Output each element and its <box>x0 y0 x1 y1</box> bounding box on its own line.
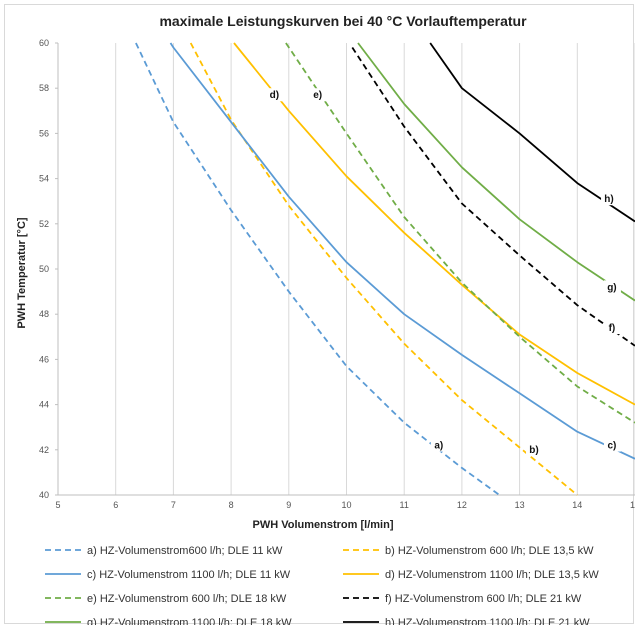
line-chart: maximale Leistungskurven bei 40 °C Vorla… <box>16 13 635 625</box>
legend-label-f: f) HZ-Volumenstrom 600 l/h; DLE 21 kW <box>385 593 582 605</box>
chart-frame: maximale Leistungskurven bei 40 °C Vorla… <box>4 4 635 625</box>
curve-labels: a) b) c) d) e) f) g) h) <box>266 88 621 457</box>
y-tick-label: 52 <box>39 219 49 229</box>
y-tick-label: 40 <box>39 490 49 500</box>
series-lines <box>135 42 635 496</box>
y-tick-label: 42 <box>39 445 49 455</box>
series-line-h <box>429 42 635 223</box>
x-tick-label: 14 <box>572 500 582 510</box>
curve-label-e: e) <box>313 90 322 101</box>
axes: 567891011121314154042444648505254565860 <box>39 38 635 510</box>
y-axis-title: PWH Temperatur [°C] <box>16 217 28 328</box>
series-line-c <box>169 42 635 460</box>
series-line-d <box>233 42 635 406</box>
y-tick-label: 44 <box>39 400 49 410</box>
x-tick-label: 9 <box>286 500 291 510</box>
y-tick-label: 50 <box>39 264 49 274</box>
curve-label-bg-e <box>309 88 327 102</box>
curve-label-g: g) <box>607 282 616 293</box>
curve-label-bg-b <box>526 443 544 457</box>
y-tick-label: 46 <box>39 354 49 364</box>
legend-label-h: h) HZ-Volumenstrom 1100 l/h; DLE 21 kW <box>385 617 590 625</box>
legend-label-d: d) HZ-Volumenstrom 1100 l/h; DLE 13,5 kW <box>385 569 599 581</box>
y-tick-label: 48 <box>39 309 49 319</box>
x-tick-label: 12 <box>457 500 467 510</box>
curve-label-c: c) <box>607 441 616 452</box>
legend: a) HZ-Volumenstrom600 l/h; DLE 11 kW b) H… <box>45 545 599 625</box>
curve-label-f: f) <box>609 323 616 334</box>
curve-label-bg-f <box>603 321 621 335</box>
series-line-g <box>357 42 635 302</box>
grid <box>57 43 635 495</box>
curve-label-bg-d <box>266 88 284 102</box>
x-tick-label: 5 <box>55 500 60 510</box>
y-tick-label: 58 <box>39 83 49 93</box>
legend-label-b: b) HZ-Volumenstrom 600 l/h; DLE 13,5 kW <box>385 545 594 557</box>
series-line-a <box>135 42 500 496</box>
legend-label-c: c) HZ-Volumenstrom 1100 l/h; DLE 11 kW <box>87 569 291 581</box>
curve-label-a: a) <box>434 441 443 452</box>
curve-label-bg-g <box>603 280 621 294</box>
series-line-e <box>285 42 635 424</box>
x-tick-label: 15 <box>630 500 635 510</box>
legend-label-a: a) HZ-Volumenstrom600 l/h; DLE 11 kW <box>87 545 283 557</box>
chart-title: maximale Leistungskurven bei 40 °C Vorla… <box>159 13 527 29</box>
legend-label-g: g) HZ-Volumenstrom 1100 l/h; DLE 18 kW <box>87 617 292 625</box>
curve-label-b: b) <box>529 445 538 456</box>
x-tick-label: 13 <box>515 500 525 510</box>
x-tick-label: 8 <box>229 500 234 510</box>
x-tick-label: 7 <box>171 500 176 510</box>
curve-label-bg-h <box>601 192 619 206</box>
x-tick-label: 10 <box>341 500 351 510</box>
y-tick-label: 54 <box>39 174 49 184</box>
legend-label-e: e) HZ-Volumenstrom 600 l/h; DLE 18 kW <box>87 593 287 605</box>
y-tick-label: 56 <box>39 128 49 138</box>
x-axis-title: PWH Volumenstrom [l/min] <box>253 519 394 531</box>
curve-label-h: h) <box>604 194 613 205</box>
curve-label-bg-a <box>430 438 448 452</box>
x-tick-label: 11 <box>400 500 409 510</box>
x-tick-label: 6 <box>113 500 118 510</box>
y-tick-label: 60 <box>39 38 49 48</box>
curve-label-d: d) <box>270 90 279 101</box>
curve-label-bg-c <box>603 438 621 452</box>
